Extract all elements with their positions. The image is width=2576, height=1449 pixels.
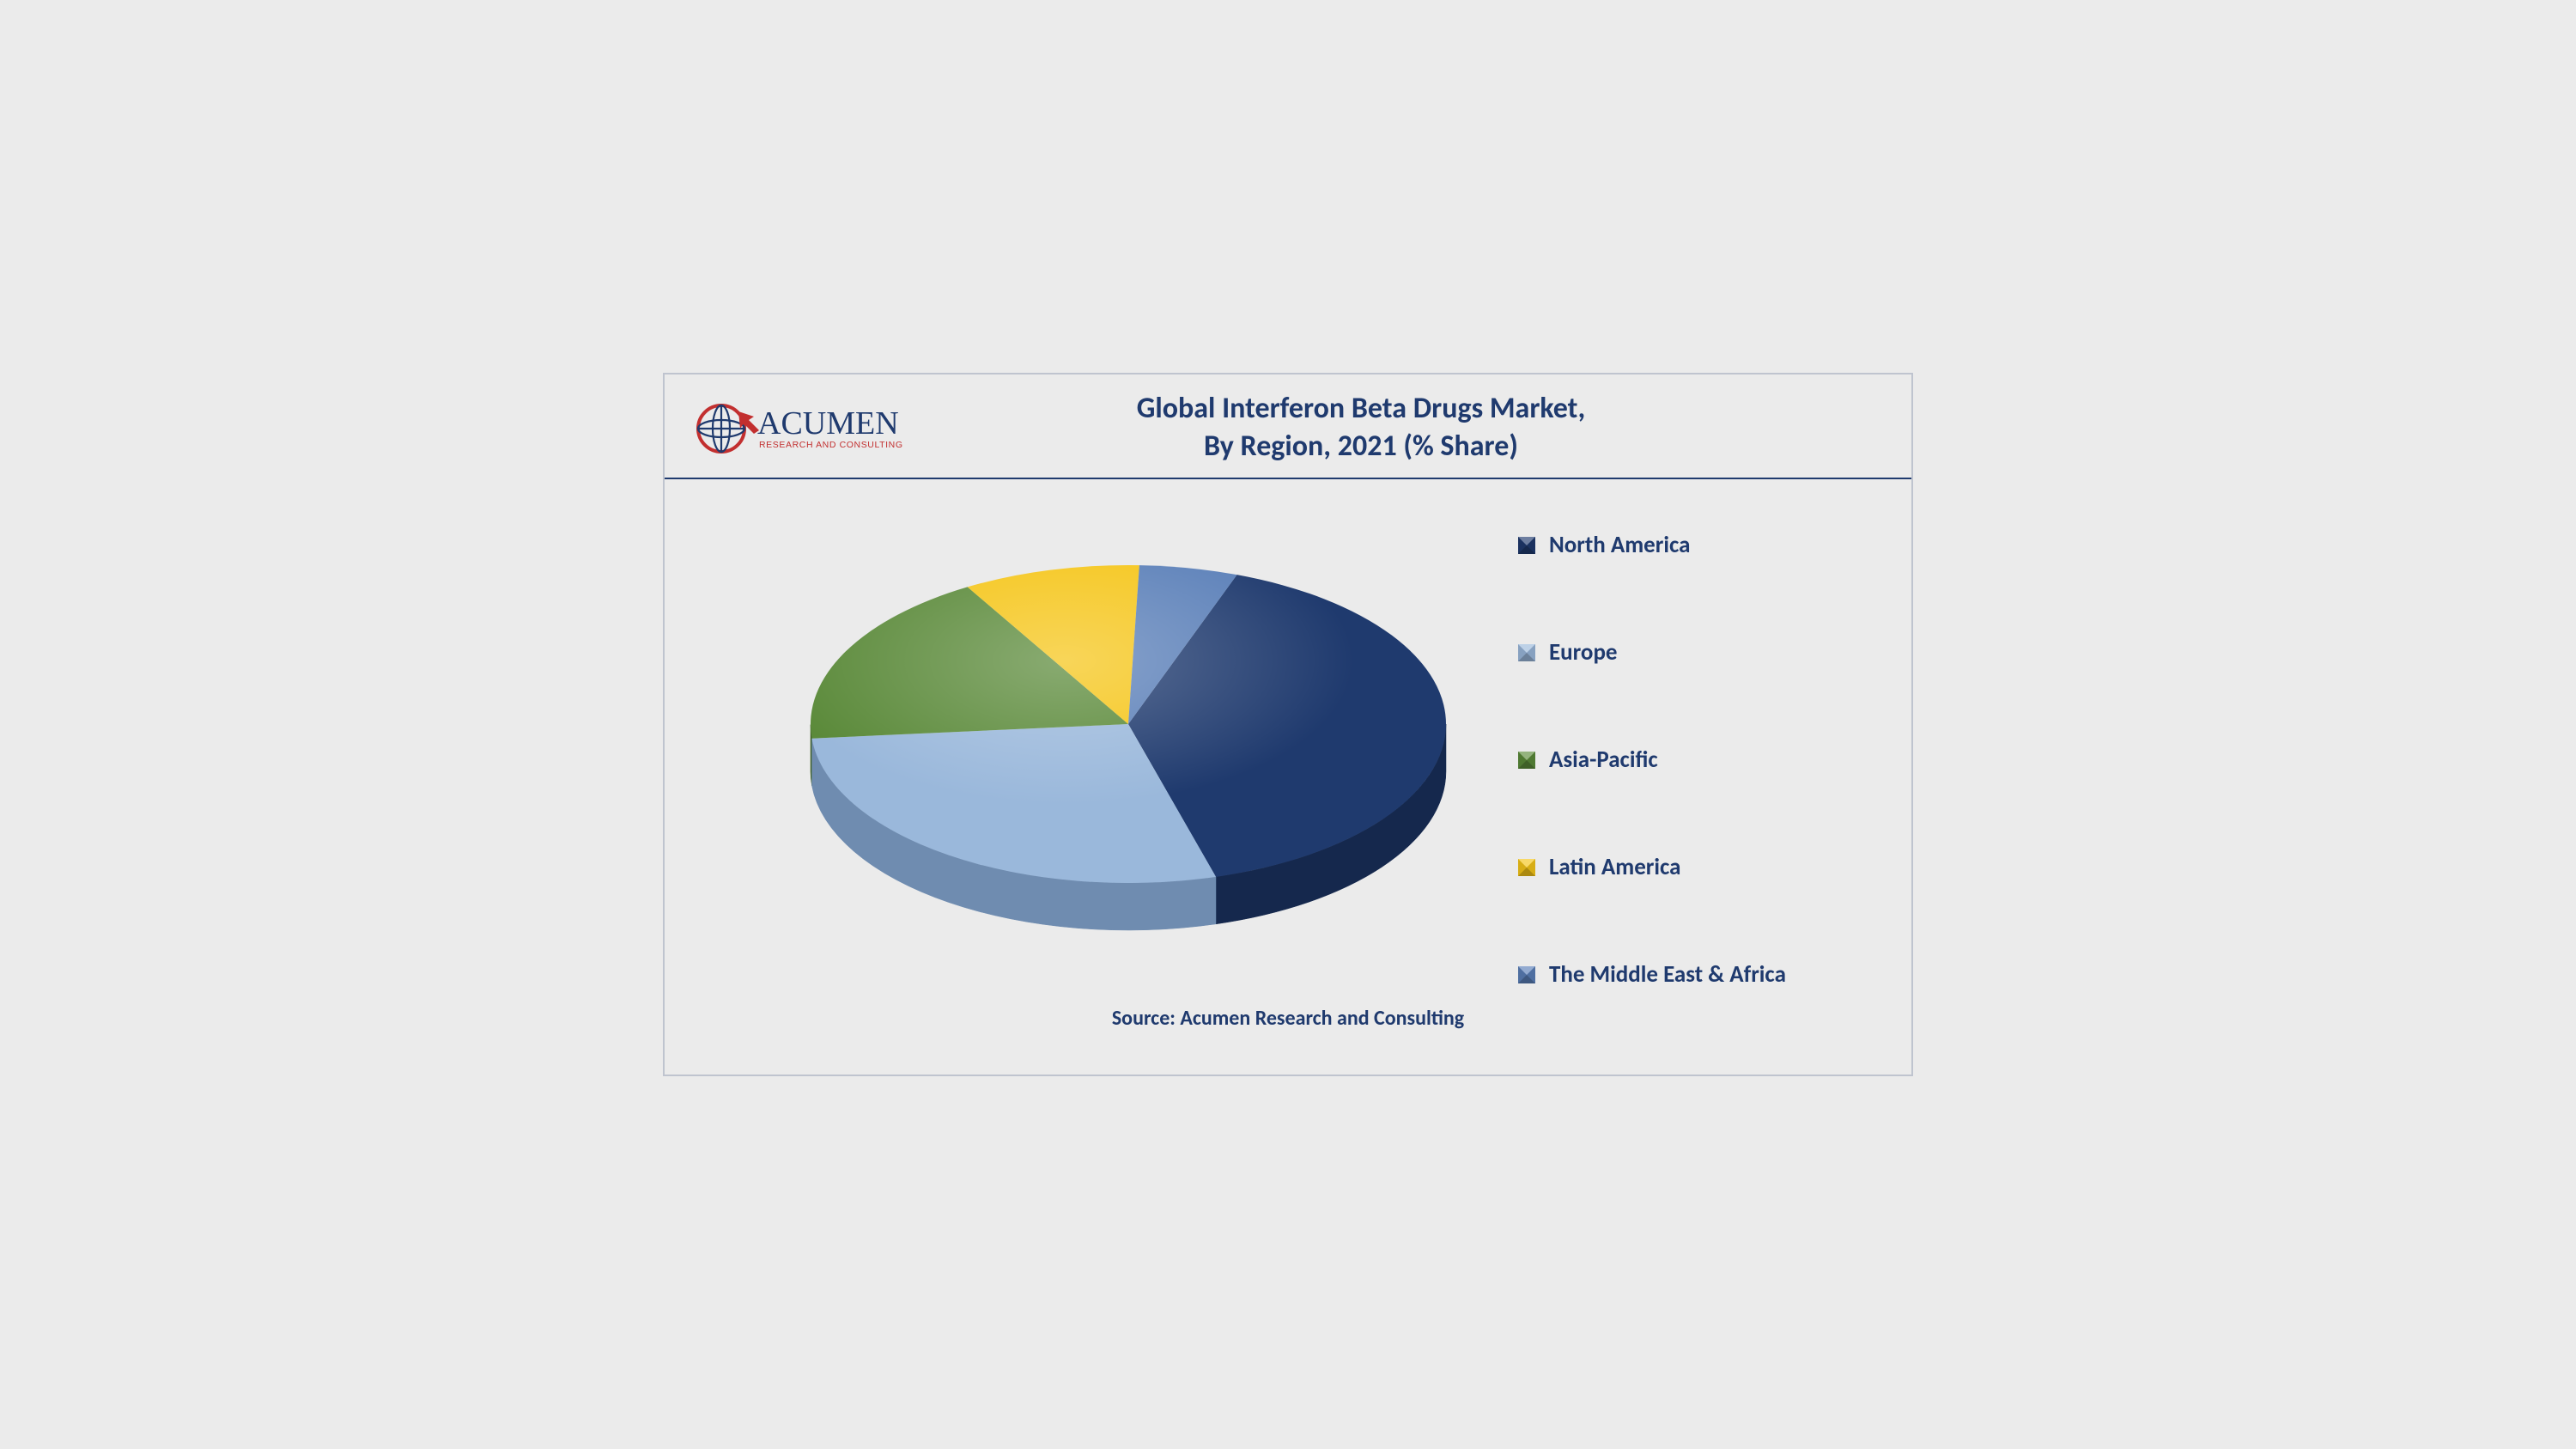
content-area: North America Europe Asia-Pacific xyxy=(665,479,1911,1046)
legend-swatch xyxy=(1516,535,1537,556)
legend-label: North America xyxy=(1549,531,1690,559)
legend-label: Latin America xyxy=(1549,853,1681,881)
legend-label: The Middle East & Africa xyxy=(1549,960,1786,989)
legend-swatch xyxy=(1516,750,1537,770)
legend-swatch xyxy=(1516,857,1537,878)
title-line-2: By Region, 2021 (% Share) xyxy=(836,428,1886,466)
legend-item: The Middle East & Africa xyxy=(1516,960,1860,989)
legend-item: Asia-Pacific xyxy=(1516,746,1860,774)
legend-item: North America xyxy=(1516,531,1860,559)
pie-chart xyxy=(802,531,1455,960)
report-frame: ACUMEN RESEARCH AND CONSULTING Global In… xyxy=(663,373,1913,1076)
legend-item: Latin America xyxy=(1516,853,1860,881)
legend: North America Europe Asia-Pacific xyxy=(1516,531,1860,1068)
header: ACUMEN RESEARCH AND CONSULTING Global In… xyxy=(665,374,1911,479)
source-attribution: Source: Acumen Research and Consulting xyxy=(665,1006,1911,1031)
legend-swatch xyxy=(1516,965,1537,985)
chart-title: Global Interferon Beta Drugs Market, By … xyxy=(836,390,1886,466)
legend-label: Asia-Pacific xyxy=(1549,746,1658,774)
legend-swatch xyxy=(1516,642,1537,663)
legend-label: Europe xyxy=(1549,638,1618,667)
legend-item: Europe xyxy=(1516,638,1860,667)
title-line-1: Global Interferon Beta Drugs Market, xyxy=(836,390,1886,428)
